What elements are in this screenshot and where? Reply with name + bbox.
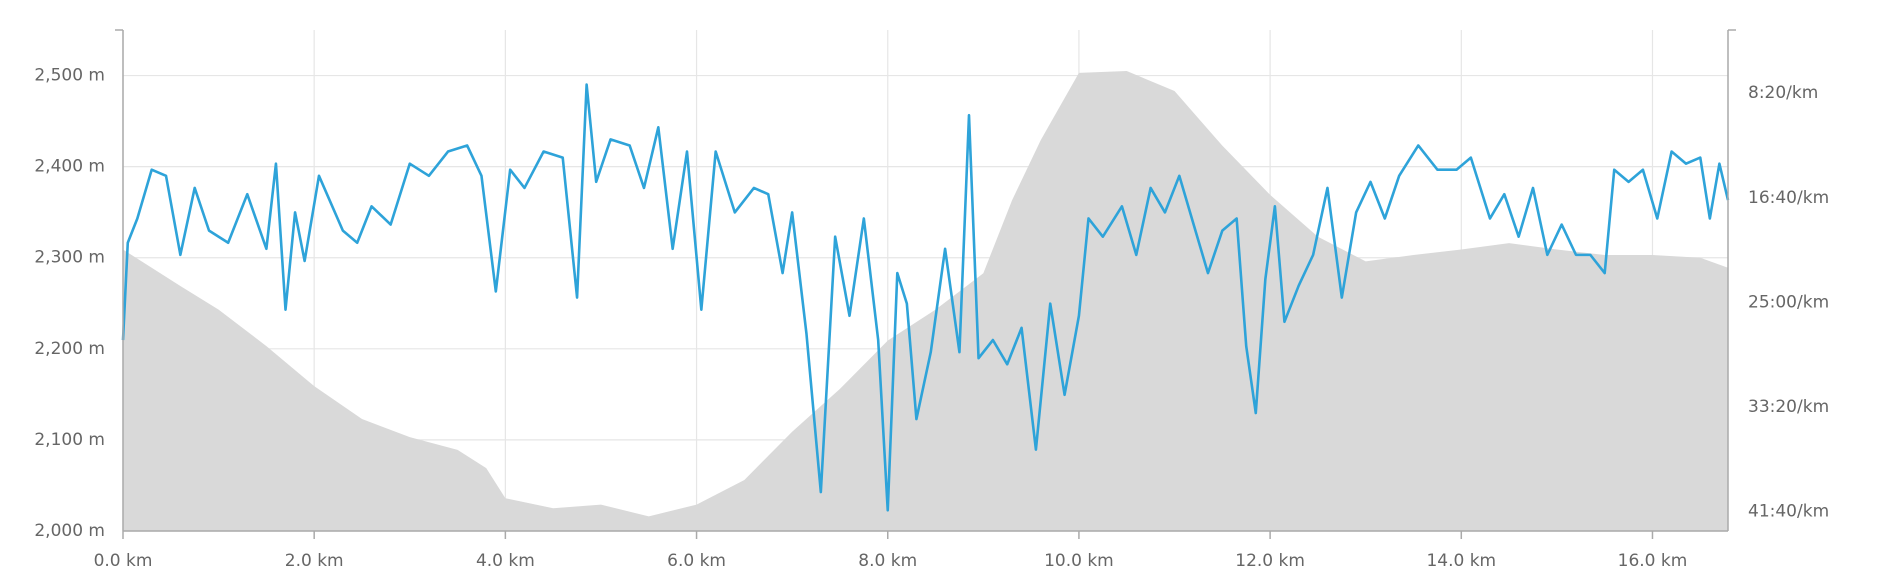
x-tick-label: 14.0 km (1426, 551, 1496, 571)
y-tick-label: 2,100 m (34, 430, 105, 450)
y2-tick-label: 8:20/km (1748, 83, 1818, 103)
y2-tick-label: 41:40/km (1748, 502, 1829, 522)
x-tick-label: 4.0 km (476, 551, 535, 571)
y2-tick-label: 33:20/km (1748, 397, 1829, 417)
x-tick-label: 12.0 km (1235, 551, 1305, 571)
x-tick-label: 2.0 km (285, 551, 344, 571)
axes (115, 29, 1736, 539)
y-tick-label: 2,300 m (34, 248, 105, 268)
x-tick-label: 10.0 km (1044, 551, 1114, 571)
y2-tick-label: 25:00/km (1748, 292, 1829, 312)
x-tick-label: 8.0 km (858, 551, 917, 571)
x-tick-label: 0.0 km (94, 551, 153, 571)
y-tick-label: 2,400 m (34, 157, 105, 177)
y-tick-label: 2,200 m (34, 339, 105, 359)
x-tick-label: 16.0 km (1618, 551, 1688, 571)
y-tick-label: 2,000 m (34, 521, 105, 541)
y-tick-label: 2,500 m (34, 66, 105, 86)
pace-line (121, 83, 1730, 512)
x-tick-label: 6.0 km (667, 551, 726, 571)
y2-tick-label: 16:40/km (1748, 188, 1829, 208)
elevation-area (123, 70, 1728, 531)
marks (121, 70, 1730, 531)
labels: 0.0 km 2.0 km 4.0 km 6.0 km 8.0 km 10.0 km 12.… (34, 66, 1829, 571)
